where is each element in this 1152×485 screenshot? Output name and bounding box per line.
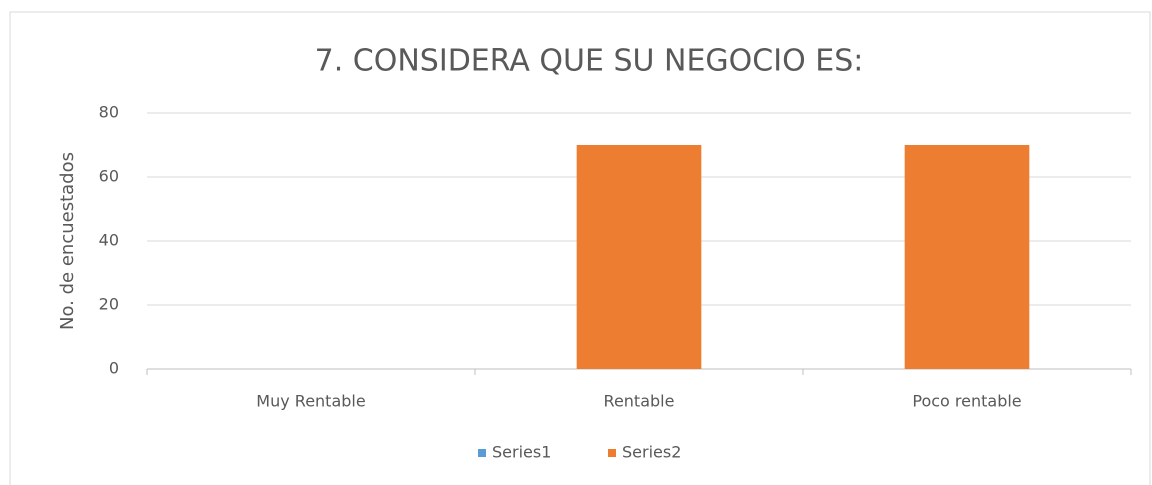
x-tick-label: Rentable: [604, 392, 675, 411]
y-tick-label: 0: [109, 359, 119, 378]
x-tick-label: Poco rentable: [912, 392, 1021, 411]
legend-swatch: [478, 449, 486, 457]
bar: [576, 145, 702, 369]
legend-label: Series1: [492, 443, 551, 462]
y-tick-label: 20: [99, 295, 119, 314]
legend-label: Series2: [622, 443, 681, 462]
bar: [904, 145, 1030, 369]
y-tick-label: 60: [99, 167, 119, 186]
x-tick-label: Muy Rentable: [256, 392, 365, 411]
chart-title: 7. CONSIDERA QUE SU NEGOCIO ES:: [315, 44, 864, 79]
y-axis-label: No. de encuestados: [57, 152, 78, 330]
y-tick-label: 80: [99, 103, 119, 122]
y-tick-label: 40: [99, 231, 119, 250]
legend-swatch: [608, 449, 616, 457]
